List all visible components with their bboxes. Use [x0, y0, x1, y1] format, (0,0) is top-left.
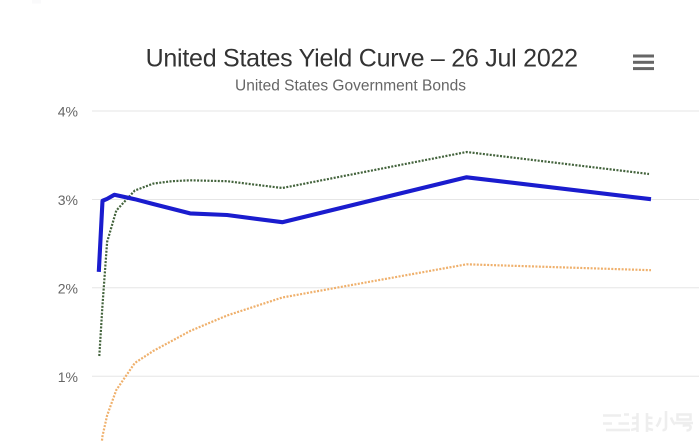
svg-text:2%: 2% [58, 280, 78, 296]
svg-text:3%: 3% [58, 192, 78, 208]
svg-text:1%: 1% [58, 369, 78, 385]
svg-text:United States Yield Curve – 26: United States Yield Curve – 26 Jul 2022 [146, 45, 578, 73]
svg-text:United States Government Bonds: United States Government Bonds [235, 78, 466, 95]
svg-text:4%: 4% [58, 104, 78, 120]
